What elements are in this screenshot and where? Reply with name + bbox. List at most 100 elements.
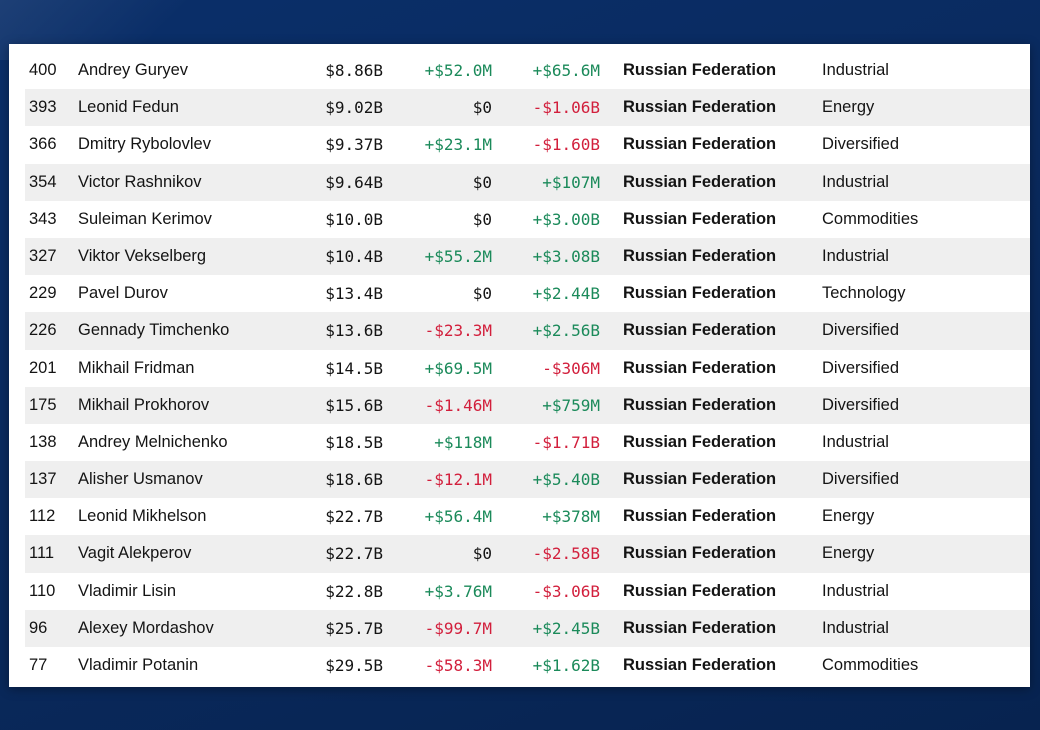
industry-cell: Industrial	[822, 432, 889, 451]
table-row[interactable]: 96 Alexey Mordashov $25.7B -$99.7M +$2.45B Ru…	[25, 609, 1030, 647]
industry-cell: Industrial	[822, 172, 889, 191]
table-row[interactable]: 343 Suleiman Kerimov $10.0B $0 +$3.00B Russia…	[25, 201, 1030, 238]
table-row[interactable]: 112 Leonid Mikhelson $22.7B +$56.4M +$378M Ru…	[25, 498, 1030, 535]
name-cell: Suleiman Kerimov	[78, 209, 212, 228]
country-cell: Russian Federation	[623, 209, 777, 228]
industry-cell: Commodities	[822, 656, 919, 674]
last-change-cell: -$23.3M	[424, 321, 492, 341]
name-cell: Dmitry Rybolovlev	[78, 135, 211, 154]
country-cell: Russian Federation	[623, 618, 777, 637]
ytd-change-cell: -$1.71B	[532, 432, 600, 452]
industry-cell: Energy	[822, 544, 875, 563]
ytd-change-cell: +$2.45B	[532, 618, 600, 638]
rank-cell: 366	[29, 135, 57, 154]
table-row[interactable]: 138 Andrey Melnichenko $18.5B +$118M -$1.71B…	[25, 424, 1030, 461]
rank-cell: 229	[29, 284, 57, 303]
rank-cell: 175	[29, 395, 57, 414]
net-worth-cell: $18.6B	[325, 470, 383, 490]
table-row[interactable]: 327 Viktor Vekselberg $10.4B +$55.2M +$3.08B…	[25, 237, 1030, 276]
name-cell: Alisher Usmanov	[78, 470, 203, 489]
last-change-cell: +$3.76M	[424, 581, 492, 601]
net-worth-cell: $14.5B	[325, 358, 383, 378]
table-row[interactable]: 111 Vagit Alekperov $22.7B $0 -$2.58B Russian…	[25, 535, 1030, 573]
ytd-change-cell: +$3.08B	[532, 246, 600, 266]
country-cell: Russian Federation	[623, 358, 777, 377]
name-cell: Gennady Timchenko	[78, 321, 230, 340]
country-cell: Russian Federation	[623, 395, 777, 414]
last-change-cell: +$56.4M	[424, 507, 492, 527]
billionaires-table-panel: 400 Andrey Guryev $8.86B +$52.0M +$65.6M Russ…	[9, 44, 1030, 687]
industry-cell: Diversified	[822, 358, 900, 377]
industry-cell: Industrial	[822, 246, 889, 265]
industry-cell: Diversified	[822, 470, 900, 489]
country-cell: Russian Federation	[623, 507, 777, 526]
rank-cell: 393	[29, 98, 57, 117]
country-cell: Russian Federation	[623, 135, 777, 154]
industry-cell: Energy	[822, 507, 875, 526]
table-row[interactable]: 201 Mikhail Fridman $14.5B +$69.5M -$306M Rus…	[25, 350, 1030, 387]
net-worth-cell: $13.6B	[325, 321, 383, 341]
ytd-change-cell: +$759M	[542, 395, 600, 415]
ytd-change-cell: +$1.62B	[532, 656, 600, 675]
country-cell: Russian Federation	[623, 470, 777, 489]
table-row[interactable]: 354 Victor Rashnikov $9.64B $0 +$107M Russian…	[25, 163, 1030, 201]
ytd-change-cell: +$2.56B	[532, 321, 600, 341]
ytd-change-cell: +$107M	[542, 172, 600, 192]
country-cell: Russian Federation	[623, 321, 777, 340]
last-change-cell: +$55.2M	[424, 246, 492, 266]
name-cell: Vladimir Lisin	[78, 581, 177, 600]
net-worth-cell: $10.4B	[325, 246, 383, 266]
table-row[interactable]: 226 Gennady Timchenko $13.6B -$23.3M +$2.56B…	[25, 312, 1030, 350]
rank-cell: 96	[29, 618, 48, 637]
industry-cell: Diversified	[822, 321, 900, 340]
ytd-change-cell: -$2.58B	[532, 544, 600, 564]
rank-cell: 137	[29, 470, 57, 489]
rank-cell: 343	[29, 209, 57, 228]
table-row[interactable]: 229 Pavel Durov $13.4B $0 +$2.44B Russian Fed…	[25, 275, 1030, 312]
table-row[interactable]: 77 Vladimir Potanin $29.5B -$58.3M +$1.62B Ru…	[25, 647, 1030, 684]
net-worth-cell: $10.0B	[325, 209, 383, 229]
last-change-cell: $0	[472, 98, 492, 118]
table-row[interactable]: 137 Alisher Usmanov $18.6B -$12.1M +$5.40B Ru…	[25, 461, 1030, 499]
last-change-cell: -$1.46M	[424, 395, 492, 415]
table-row[interactable]: 393 Leonid Fedun $9.02B $0 -$1.06B Russian Fe…	[25, 89, 1030, 127]
last-change-cell: $0	[472, 172, 492, 192]
ytd-change-cell: +$3.00B	[532, 209, 600, 229]
last-change-cell: $0	[472, 544, 492, 564]
ytd-change-cell: -$1.06B	[532, 98, 600, 118]
net-worth-cell: $22.7B	[325, 507, 383, 527]
name-cell: Mikhail Prokhorov	[78, 395, 210, 414]
last-change-cell: +$52.0M	[424, 61, 492, 80]
last-change-cell: +$23.1M	[424, 135, 492, 155]
last-change-cell: $0	[472, 209, 492, 229]
rank-cell: 77	[29, 656, 48, 674]
ytd-change-cell: -$3.06B	[532, 581, 600, 601]
rank-cell: 400	[29, 61, 57, 79]
name-cell: Andrey Melnichenko	[78, 432, 228, 451]
rank-cell: 201	[29, 358, 57, 377]
country-cell: Russian Federation	[623, 432, 777, 451]
country-cell: Russian Federation	[623, 656, 777, 674]
name-cell: Leonid Fedun	[78, 98, 179, 117]
industry-cell: Industrial	[822, 618, 889, 637]
table-row[interactable]: 400 Andrey Guryev $8.86B +$52.0M +$65.6M Russ…	[25, 52, 1030, 89]
name-cell: Viktor Vekselberg	[78, 246, 207, 265]
last-change-cell: -$99.7M	[424, 618, 492, 638]
ytd-change-cell: +$5.40B	[532, 470, 600, 490]
industry-cell: Diversified	[822, 135, 900, 154]
name-cell: Andrey Guryev	[78, 61, 189, 79]
last-change-cell: -$58.3M	[424, 656, 492, 675]
country-cell: Russian Federation	[623, 581, 777, 600]
name-cell: Vladimir Potanin	[78, 656, 199, 674]
rank-cell: 354	[29, 172, 57, 191]
table-row[interactable]: 366 Dmitry Rybolovlev $9.37B +$23.1M -$1.60B…	[25, 126, 1030, 163]
rank-cell: 111	[29, 544, 55, 563]
net-worth-cell: $9.37B	[325, 135, 383, 155]
name-cell: Alexey Mordashov	[78, 618, 214, 637]
ytd-change-cell: +$65.6M	[532, 61, 600, 80]
industry-cell: Energy	[822, 98, 875, 117]
rank-cell: 110	[29, 581, 56, 600]
country-cell: Russian Federation	[623, 172, 777, 191]
table-row[interactable]: 175 Mikhail Prokhorov $15.6B -$1.46M +$759M R…	[25, 386, 1030, 424]
table-row[interactable]: 110 Vladimir Lisin $22.8B +$3.76M -$3.06B Rus…	[25, 573, 1030, 610]
